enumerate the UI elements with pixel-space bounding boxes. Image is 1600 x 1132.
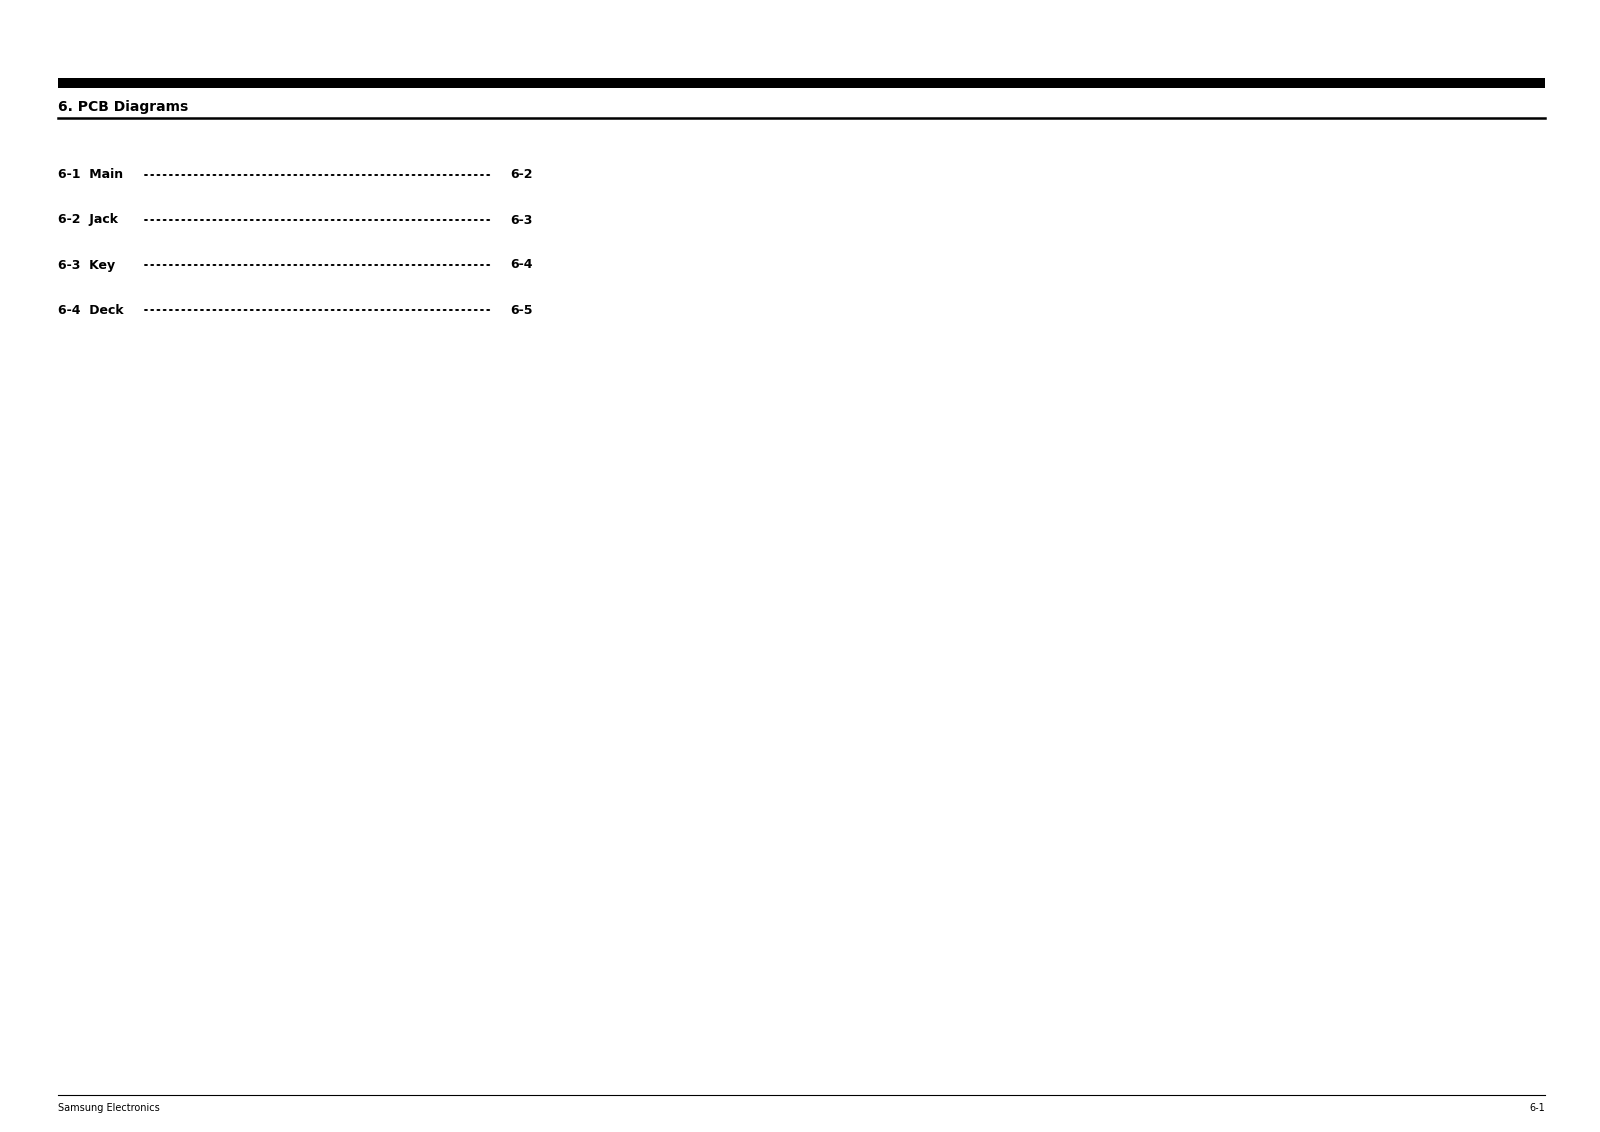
- Text: Samsung Electronics: Samsung Electronics: [58, 1103, 160, 1113]
- Text: 6-4  Deck: 6-4 Deck: [58, 303, 123, 317]
- Text: 6-3: 6-3: [510, 214, 533, 226]
- Text: 6-4: 6-4: [510, 258, 533, 272]
- Text: 6. PCB Diagrams: 6. PCB Diagrams: [58, 100, 189, 114]
- Text: 6-5: 6-5: [510, 303, 533, 317]
- Text: 6-2: 6-2: [510, 169, 533, 181]
- Text: 6-3  Key: 6-3 Key: [58, 258, 115, 272]
- Text: 6-2  Jack: 6-2 Jack: [58, 214, 118, 226]
- Text: 6-1  Main: 6-1 Main: [58, 169, 123, 181]
- Bar: [58, 78, 1546, 88]
- Text: 6-1: 6-1: [1530, 1103, 1546, 1113]
